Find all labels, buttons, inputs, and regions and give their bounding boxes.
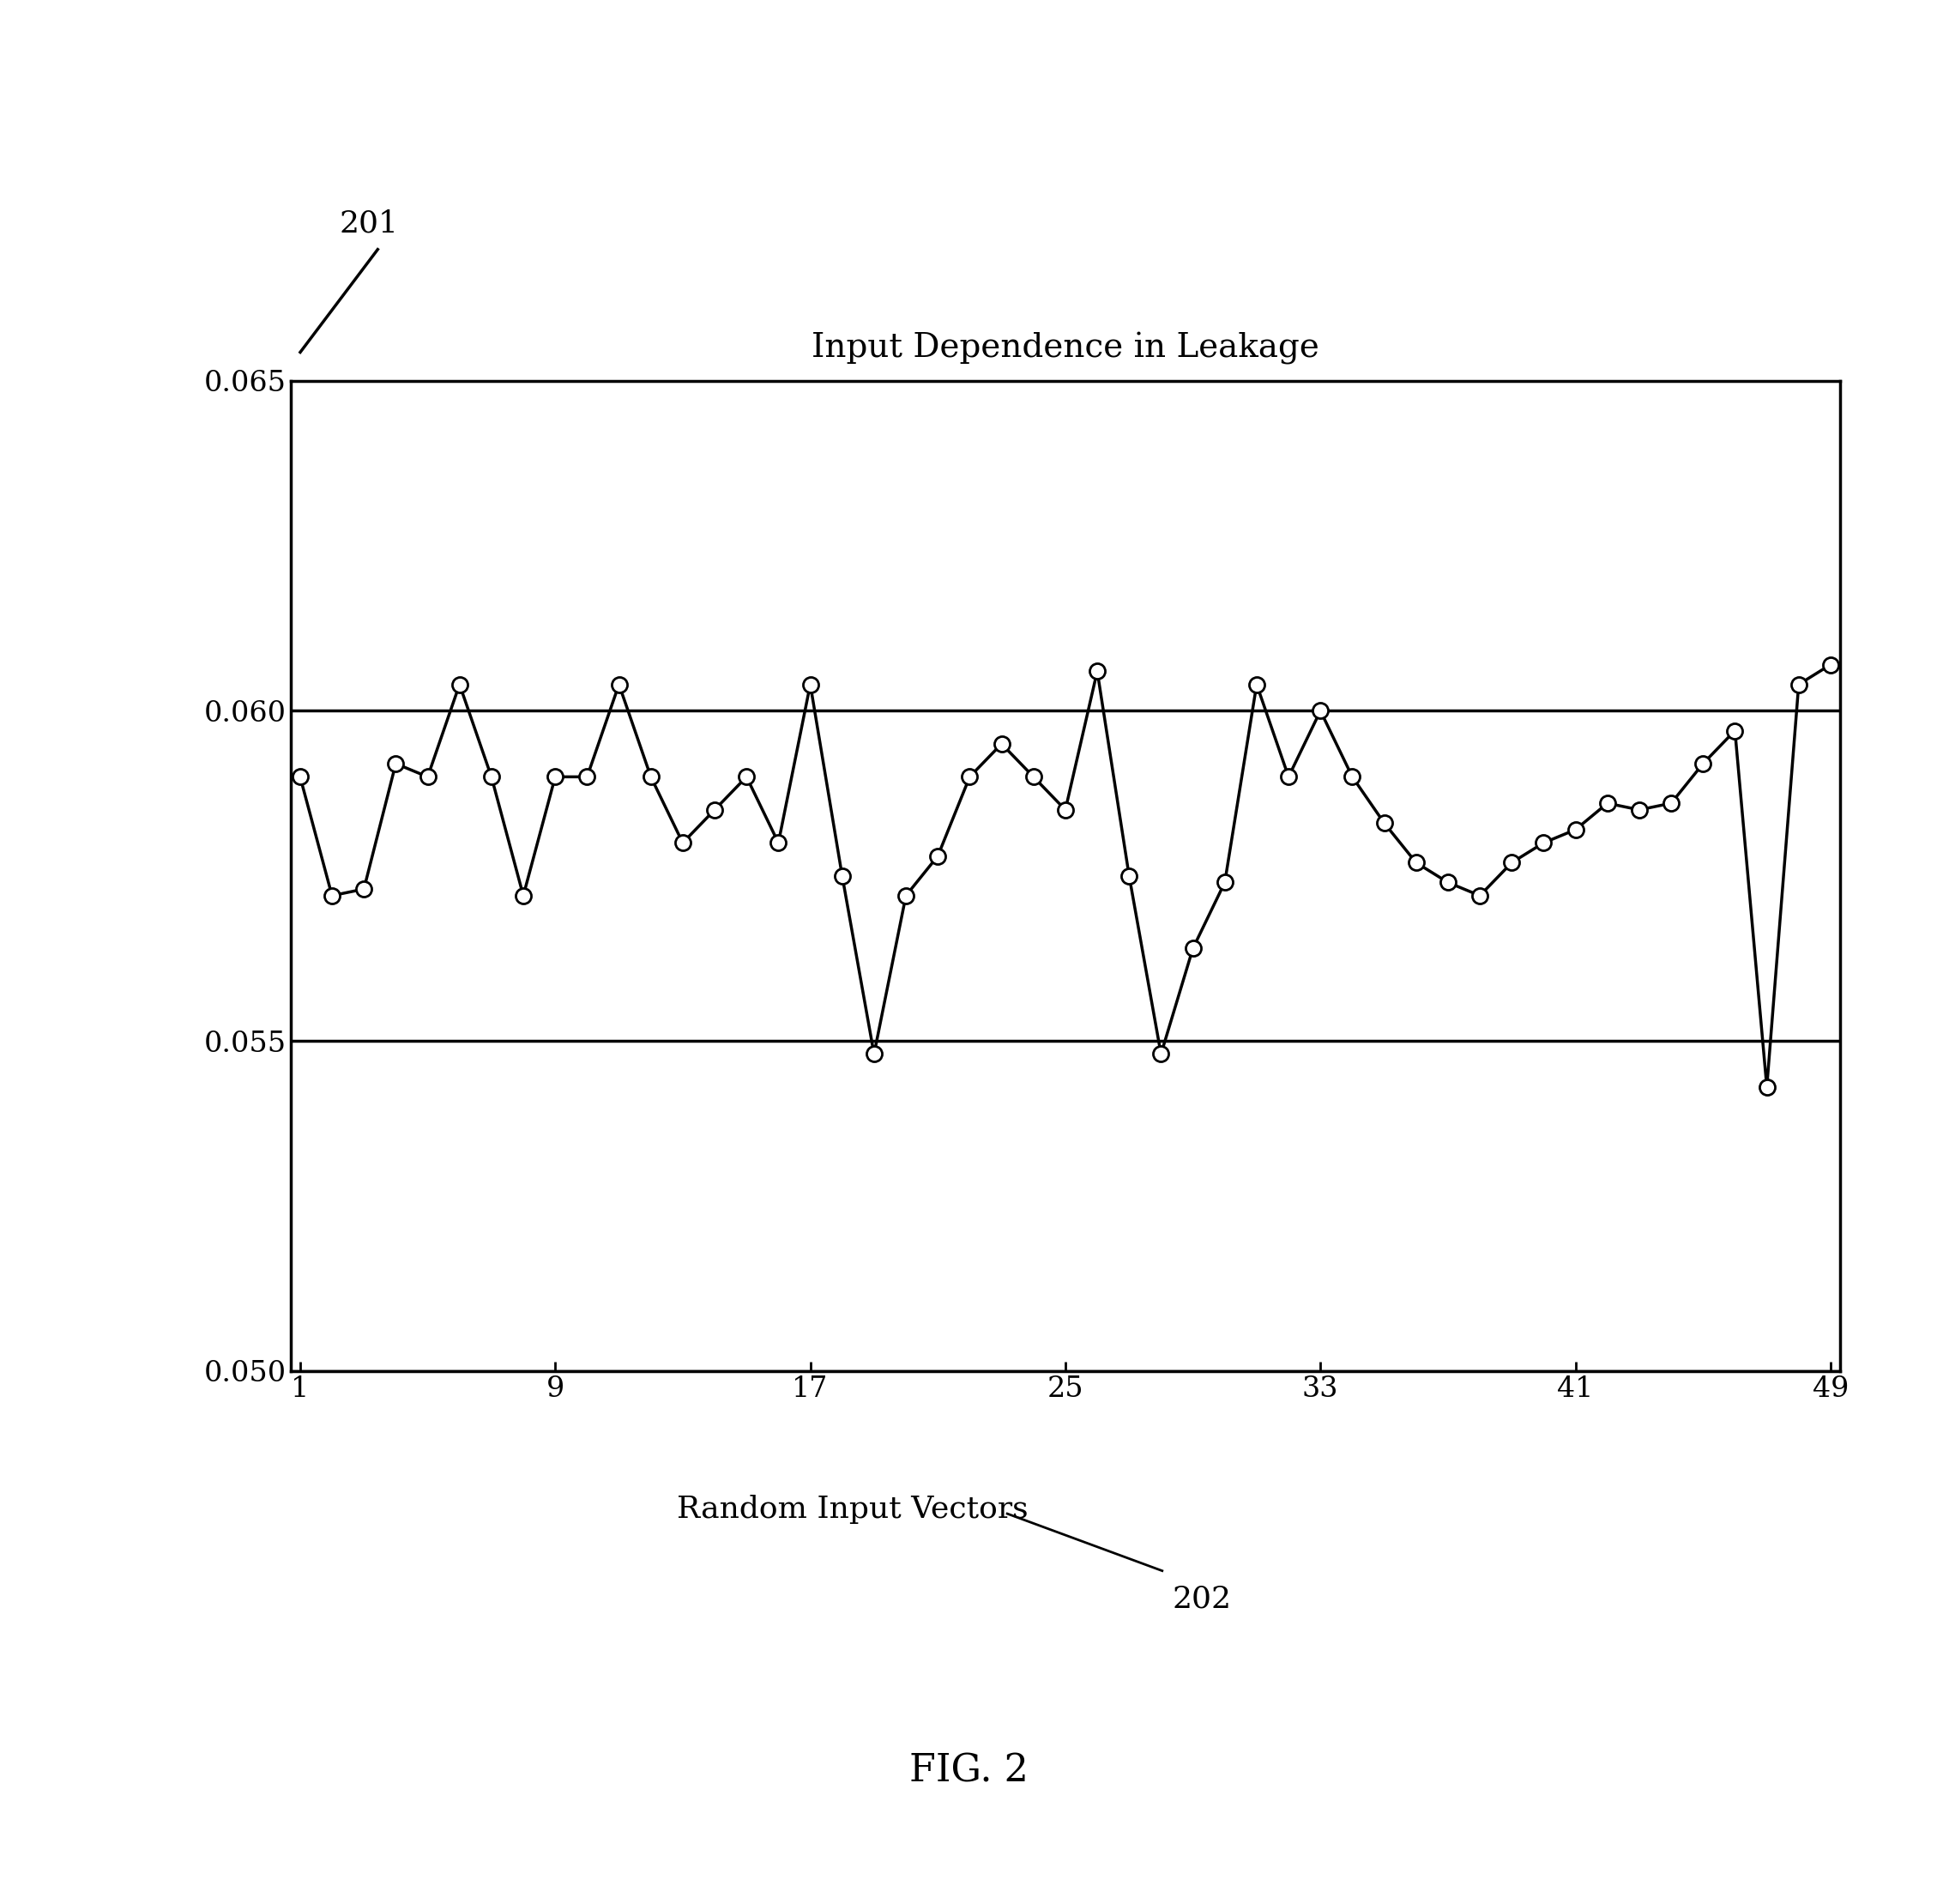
Text: 201: 201 [339,209,399,238]
Text: Random Input Vectors: Random Input Vectors [676,1495,1029,1523]
Title: Input Dependence in Leakage: Input Dependence in Leakage [812,331,1319,364]
Text: FIG. 2: FIG. 2 [908,1752,1029,1790]
Text: 202: 202 [1172,1584,1232,1613]
